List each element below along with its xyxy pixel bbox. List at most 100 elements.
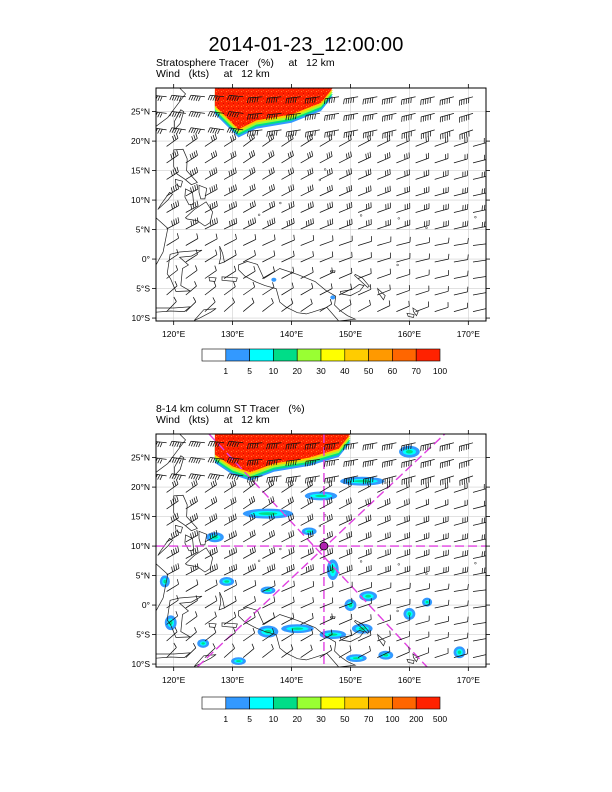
wind-barb [382,459,397,468]
wind-barb [304,96,320,104]
wind-barb [343,113,359,122]
wind-barb [434,170,449,180]
wind-barb [377,284,391,296]
wind-barb [338,547,353,559]
wind-barb [185,133,198,147]
islet [474,562,477,565]
wind-barb [415,631,430,642]
wind-barb [319,298,333,312]
coastline [194,654,217,667]
wind-barb [440,475,455,486]
wind-barb [357,202,372,213]
wind-barb [377,565,391,576]
x-tick-label: 140°E [280,675,304,685]
wind-barb [226,127,244,135]
coastline [194,308,217,321]
wind-barb [262,596,276,609]
wind-barb [453,238,469,246]
wind-barb [453,648,468,658]
wind-barb [453,187,469,197]
colorbar-label: 50 [340,714,350,724]
wind-barb [381,442,397,451]
wind-barb [453,170,468,180]
wind-barb [472,259,486,263]
colorbar-box [344,348,369,362]
wind-barb [266,96,282,104]
wind-barb [185,546,199,559]
wind-barb [453,136,468,147]
coastline [156,306,192,313]
wind-barb [166,479,179,493]
wind-barb [434,632,449,642]
wind-barb [262,628,275,642]
wind-barb [223,530,237,543]
wind-barb [185,200,199,213]
wind-barb [357,497,372,510]
wind-barb [415,301,430,312]
wind-barb [300,167,314,180]
wind-barb [243,183,256,197]
wind-barb [453,632,469,642]
wind-barb [377,630,391,642]
wind-barb [223,479,237,493]
coastline [238,261,357,321]
wind-barb [185,595,198,609]
colorbar-label: 20 [292,366,302,376]
wind-barb [324,113,340,121]
wind-barb [396,152,410,164]
wind-barb [185,297,197,312]
wind-barb [357,582,372,592]
wind-barb [382,129,397,139]
wind-barb [300,133,313,147]
wind-barb [204,233,218,246]
wind-barb [472,243,486,246]
wind-barb [396,615,411,625]
wind-barb [453,549,469,559]
wind-barb [357,614,372,625]
wind-barb [262,479,275,493]
x-tick-label: 120°E [162,675,186,685]
colorbar-label: 30 [316,714,326,724]
wind-barb [377,481,391,493]
wind-barb [204,281,217,296]
wind-barb [243,612,256,625]
y-tick-label: 0° [142,254,150,264]
islet [279,201,282,205]
wind-barb [362,129,378,139]
tracer-patch-inner [407,612,412,616]
colorbar-label: 70 [364,714,374,724]
wind-barb [434,237,450,246]
wind-barb [472,567,486,576]
wind-barb [246,113,263,120]
wind-barb [415,237,430,246]
wind-barb [304,113,320,121]
colorbar-label: 40 [340,366,350,376]
wind-barb [300,628,314,642]
wind-barb [169,111,186,118]
wind-barb [458,96,474,106]
wind-barb [304,459,320,467]
wind-barb [223,611,237,625]
tracer-patch-inner [236,660,241,663]
wind-barb [300,547,314,559]
wind-barb [472,188,486,197]
top-panel-label-2: Wind (kts) at 12 km [156,68,270,80]
wind-barb [338,201,353,213]
wind-barb [338,531,353,543]
wind-barb [281,547,295,559]
wind-barb [338,218,353,230]
wind-barb [243,512,256,526]
bottom-panel: 120°E 130°E 140°E 150°E 160°E 170°E25°N20°N15… [131,430,490,724]
bottom-panel-label-2: Wind (kts) at 12 km [156,414,270,426]
wind-barb [300,201,314,213]
wind-barb [226,94,244,102]
wind-barb [453,533,469,543]
tracer-patch-inner [383,654,389,657]
wind-barb [207,457,225,464]
wind-barb [285,459,301,467]
islet [397,563,400,566]
tracer-patch-inner [211,535,218,539]
y-tick-label: 5°S [136,284,150,294]
coastline [166,595,203,638]
